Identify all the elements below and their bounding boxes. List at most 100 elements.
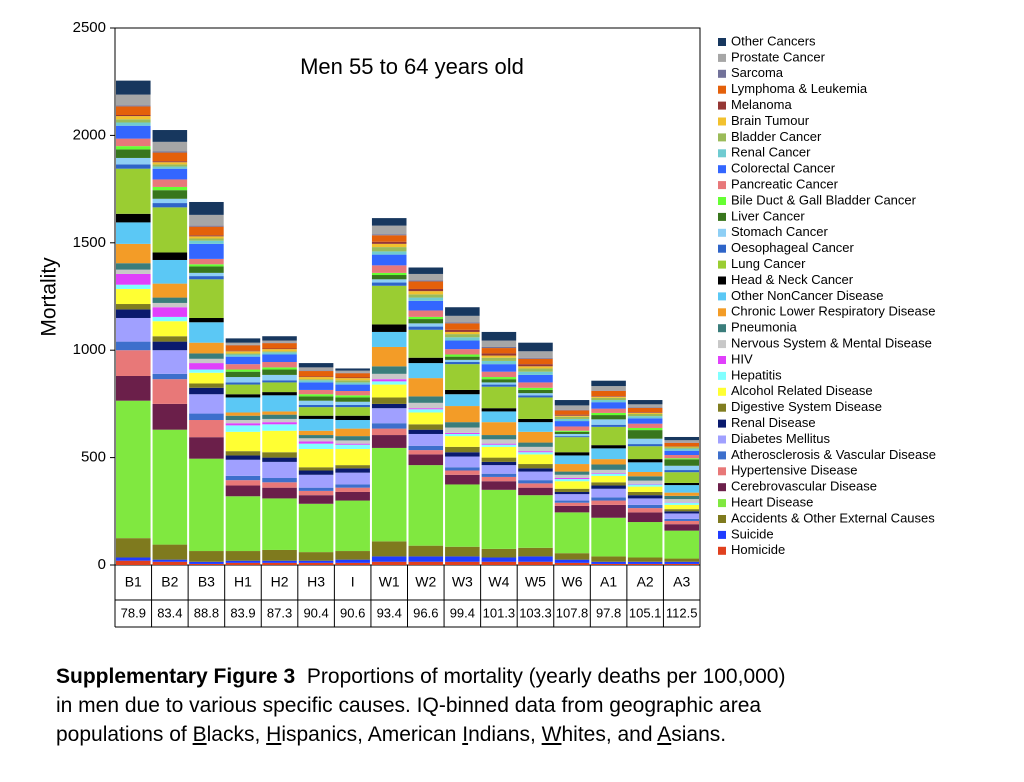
bar-segment bbox=[225, 560, 261, 563]
bar-segment bbox=[445, 433, 480, 437]
legend-swatch bbox=[718, 244, 726, 253]
bar-segment bbox=[189, 225, 224, 227]
x-tick-label: I bbox=[351, 574, 355, 590]
bar-segment bbox=[152, 252, 188, 260]
bar-segment bbox=[152, 373, 188, 380]
legend-label: Brain Tumour bbox=[731, 113, 810, 128]
bar-segment bbox=[518, 366, 553, 369]
bar-segment bbox=[335, 443, 370, 445]
bar-segment bbox=[445, 331, 480, 335]
x-tick-label: B1 bbox=[125, 574, 142, 590]
legend-label: Other Cancers bbox=[731, 33, 816, 48]
bar-segment bbox=[554, 436, 590, 438]
bar-segment bbox=[554, 474, 590, 479]
bar-segment bbox=[554, 433, 590, 437]
bar-segment bbox=[408, 402, 444, 409]
bar-segment bbox=[627, 483, 663, 485]
bar-segment bbox=[591, 396, 626, 397]
bar-segment bbox=[262, 362, 297, 368]
bar-segment bbox=[262, 380, 297, 383]
bar-segment bbox=[371, 428, 407, 436]
caption-label: Supplementary Figure 3 bbox=[56, 665, 296, 688]
bar-segment bbox=[408, 545, 444, 557]
bar-segment bbox=[554, 494, 590, 501]
bar-segment bbox=[371, 541, 407, 557]
bar-segment bbox=[262, 348, 297, 350]
bar-segment bbox=[225, 377, 261, 383]
legend-label: Lymphoma & Leukemia bbox=[731, 81, 868, 96]
bar-segment bbox=[554, 559, 590, 563]
bar-segment bbox=[627, 563, 663, 565]
bar-segment bbox=[554, 416, 590, 419]
bar-segment bbox=[152, 341, 188, 351]
bar-segment bbox=[189, 342, 224, 354]
bar-segment bbox=[335, 468, 370, 473]
legend-swatch bbox=[718, 53, 726, 62]
legend-label: Other NonCancer Disease bbox=[731, 288, 883, 303]
bar-segment bbox=[225, 551, 261, 561]
bar-segment bbox=[408, 294, 444, 298]
bar-segment bbox=[627, 412, 663, 414]
bar-segment bbox=[664, 465, 699, 471]
bar-segment bbox=[664, 447, 699, 449]
bar-segment bbox=[627, 508, 663, 513]
legend-swatch bbox=[718, 467, 726, 476]
bar-segment bbox=[189, 235, 224, 237]
bar-segment bbox=[591, 386, 626, 391]
bar-segment bbox=[591, 390, 626, 397]
bar-segment bbox=[518, 418, 553, 423]
bar-segment bbox=[152, 561, 188, 565]
bar-segment bbox=[152, 429, 188, 545]
bar-segment bbox=[298, 379, 334, 381]
legend-label: Melanoma bbox=[731, 97, 792, 112]
bar-segment bbox=[481, 548, 517, 558]
bar-segment bbox=[298, 467, 334, 471]
bar-segment bbox=[189, 214, 224, 226]
bar-segment bbox=[152, 316, 188, 322]
bar-segment bbox=[445, 546, 480, 557]
bar-segment bbox=[627, 495, 663, 499]
bar-segment bbox=[445, 362, 480, 365]
bar-segment bbox=[189, 353, 224, 359]
bar-segment bbox=[262, 411, 297, 415]
bar-segment bbox=[262, 422, 297, 425]
y-tick-label: 1500 bbox=[73, 234, 106, 251]
bar-segment bbox=[445, 406, 480, 423]
bar-segment bbox=[189, 226, 224, 236]
bar-segment bbox=[481, 346, 517, 349]
bar-segment bbox=[116, 557, 151, 561]
bar-segment bbox=[481, 457, 517, 462]
bar-segment bbox=[408, 323, 444, 327]
bar-segment bbox=[116, 263, 151, 270]
bar-segment bbox=[664, 459, 699, 466]
bar-segment bbox=[152, 130, 188, 142]
bar-segment bbox=[371, 247, 407, 252]
bar-segment bbox=[591, 485, 626, 489]
bar-segment bbox=[408, 297, 444, 301]
bar-segment bbox=[152, 302, 188, 308]
x-tick-label: W2 bbox=[415, 574, 436, 590]
bar-segment bbox=[262, 487, 297, 499]
bar-segment bbox=[116, 560, 151, 565]
bar-segment bbox=[664, 502, 699, 505]
bar-segment bbox=[298, 487, 334, 491]
bar-segment bbox=[189, 561, 224, 564]
bar-segment bbox=[335, 415, 370, 421]
bar-segment bbox=[189, 420, 224, 438]
bar-segment bbox=[408, 291, 444, 295]
bar-segment bbox=[664, 561, 699, 564]
bar-segment bbox=[627, 412, 663, 413]
bar-segment bbox=[408, 424, 444, 430]
bar-segment bbox=[445, 474, 480, 485]
legend-label: Atherosclerosis & Vascular Disease bbox=[731, 447, 936, 462]
bar-segment bbox=[627, 480, 663, 484]
x-sublabel: 83.4 bbox=[157, 605, 182, 620]
bar-segment bbox=[116, 138, 151, 147]
caption-text: W bbox=[541, 723, 562, 746]
legend-swatch bbox=[718, 371, 726, 380]
legend-swatch bbox=[718, 515, 726, 523]
bar-segment bbox=[335, 368, 370, 371]
bar-segment bbox=[152, 141, 188, 152]
x-sublabel: 88.8 bbox=[194, 605, 219, 620]
bar-segment bbox=[371, 373, 407, 380]
